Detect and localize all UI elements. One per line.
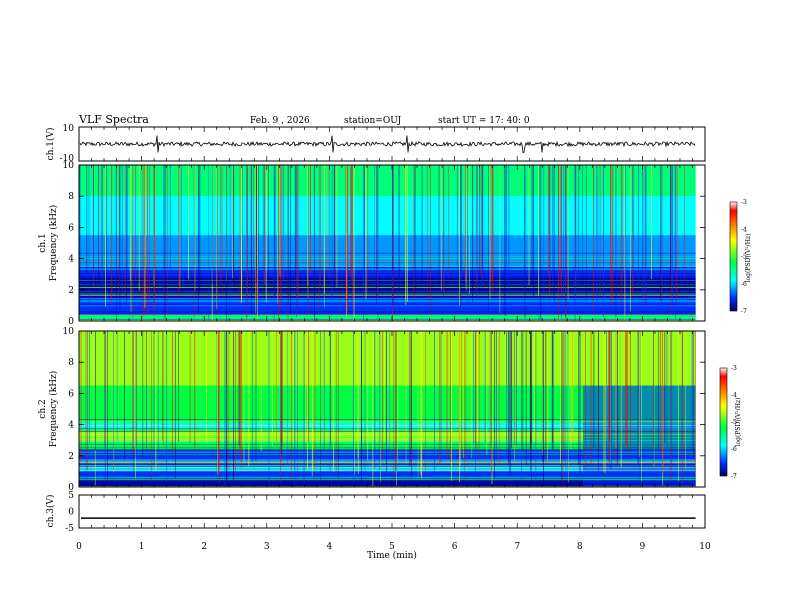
figure-title: VLF Spectra xyxy=(78,113,149,126)
ch1-colorbar-tick--7: -7 xyxy=(741,308,747,315)
ch1-colorbar-label: log(PSD)(V²/Hz) xyxy=(745,234,752,283)
station-label: station=OUJ xyxy=(344,116,402,126)
ch1-spectrogram-heatmap xyxy=(79,165,696,321)
ch2-colorbar: -3 -4 -5 -6 -7 log(PSD)(V²/Hz) xyxy=(719,365,742,480)
ch1-spec-ytick-8: 8 xyxy=(68,192,74,202)
ch2-colorbar-tick--7: -7 xyxy=(731,473,737,480)
ch2-spec-ytick-0: 0 xyxy=(68,483,74,493)
time-axis-tick-5: 5 xyxy=(389,542,395,552)
ch3-waveform-ylabel: ch.3(V) xyxy=(45,495,56,528)
ch1-waveform-panel: 10 -10 ch.1(V) xyxy=(45,124,706,164)
time-axis-tick-8: 8 xyxy=(577,542,583,552)
time-axis: 0 1 2 3 4 5 6 7 8 9 10 xyxy=(76,127,711,552)
ch2-spec-ytick-10: 10 xyxy=(63,327,75,337)
start-time-label: start UT = 17: 40: 0 xyxy=(438,116,530,126)
ch1-spec-ytick-0: 0 xyxy=(68,317,74,327)
time-axis-tick-9: 9 xyxy=(640,542,646,552)
ch1-spec-ytick-4: 4 xyxy=(68,255,74,265)
time-axis-tick-2: 2 xyxy=(201,542,207,552)
ch1-colorbar-tick--4: -4 xyxy=(741,226,747,233)
ch1-colorbar: -3 -4 -5 -6 -7 log(PSD)(V²/Hz) xyxy=(729,199,752,315)
ch2-spectrogram-heatmap xyxy=(79,331,696,488)
time-axis-tick-10: 10 xyxy=(699,542,711,552)
ch1-colorbar-tick--6: -6 xyxy=(741,281,747,288)
ch2-spectrogram-ylabel: Frequency (kHz) xyxy=(48,371,59,448)
time-axis-label: Time (min) xyxy=(367,550,417,561)
ch2-spectrogram-panel: 0 2 4 6 8 10 ch.2 Frequency (kHz) -3 -4 -5 -6 -7 … xyxy=(38,327,742,493)
date-label: Feb. 9 , 2026 xyxy=(250,116,310,126)
ch1-colorbar-tick--5: -5 xyxy=(741,254,747,261)
ch1-waveform-line xyxy=(79,135,696,153)
ch1-spectrogram-panel: 0 2 4 6 8 10 ch.1 Frequency (kHz) -3 -4 -5 -6 -7 … xyxy=(38,161,752,327)
ch1-ytick-top: 10 xyxy=(63,124,75,134)
ch3-ytick-0: 0 xyxy=(68,508,74,518)
ch1-spec-ytick-2: 2 xyxy=(68,286,74,296)
ch2-spec-ytick-6: 6 xyxy=(68,389,74,399)
time-axis-tick-6: 6 xyxy=(452,542,458,552)
time-axis-tick-3: 3 xyxy=(264,542,270,552)
time-axis-tick-7: 7 xyxy=(514,542,520,552)
ch1-spectrogram-ylabel: Frequency (kHz) xyxy=(48,205,59,282)
time-axis-tick-0: 0 xyxy=(76,542,82,552)
ch1-colorbar-tick--3: -3 xyxy=(741,199,747,206)
ch2-colorbar-tick--3: -3 xyxy=(731,365,737,372)
time-axis-tick-4: 4 xyxy=(327,542,333,552)
ch2-colorbar-label: log(PSD)(V²/Hz) xyxy=(735,398,742,447)
ch1-spec-ytick-6: 6 xyxy=(68,223,74,233)
ch2-spectrogram-ylabel-top: ch.2 xyxy=(38,399,48,418)
ch1-spec-ytick-10: 10 xyxy=(63,161,75,171)
ch2-colorbar-tick--5: -5 xyxy=(731,419,737,426)
ch2-spec-ytick-2: 2 xyxy=(68,452,74,462)
ch2-colorbar-tick--4: -4 xyxy=(731,392,737,399)
ch3-waveform-panel: 5 0 -5 ch.3(V) xyxy=(45,491,706,534)
ch2-spec-ytick-4: 4 xyxy=(68,421,74,431)
ch3-ytick-5: 5 xyxy=(68,491,74,501)
ch1-spectrogram-ylabel-top: ch.1 xyxy=(38,233,48,252)
ch2-spec-ytick-8: 8 xyxy=(68,358,74,368)
ch1-ytick-bottom: -10 xyxy=(60,154,75,164)
ch1-waveform-ylabel: ch.1(V) xyxy=(45,128,56,161)
ch3-ytick--5: -5 xyxy=(65,524,74,534)
ch2-colorbar-tick--6: -6 xyxy=(731,446,737,453)
time-axis-tick-1: 1 xyxy=(139,542,145,552)
